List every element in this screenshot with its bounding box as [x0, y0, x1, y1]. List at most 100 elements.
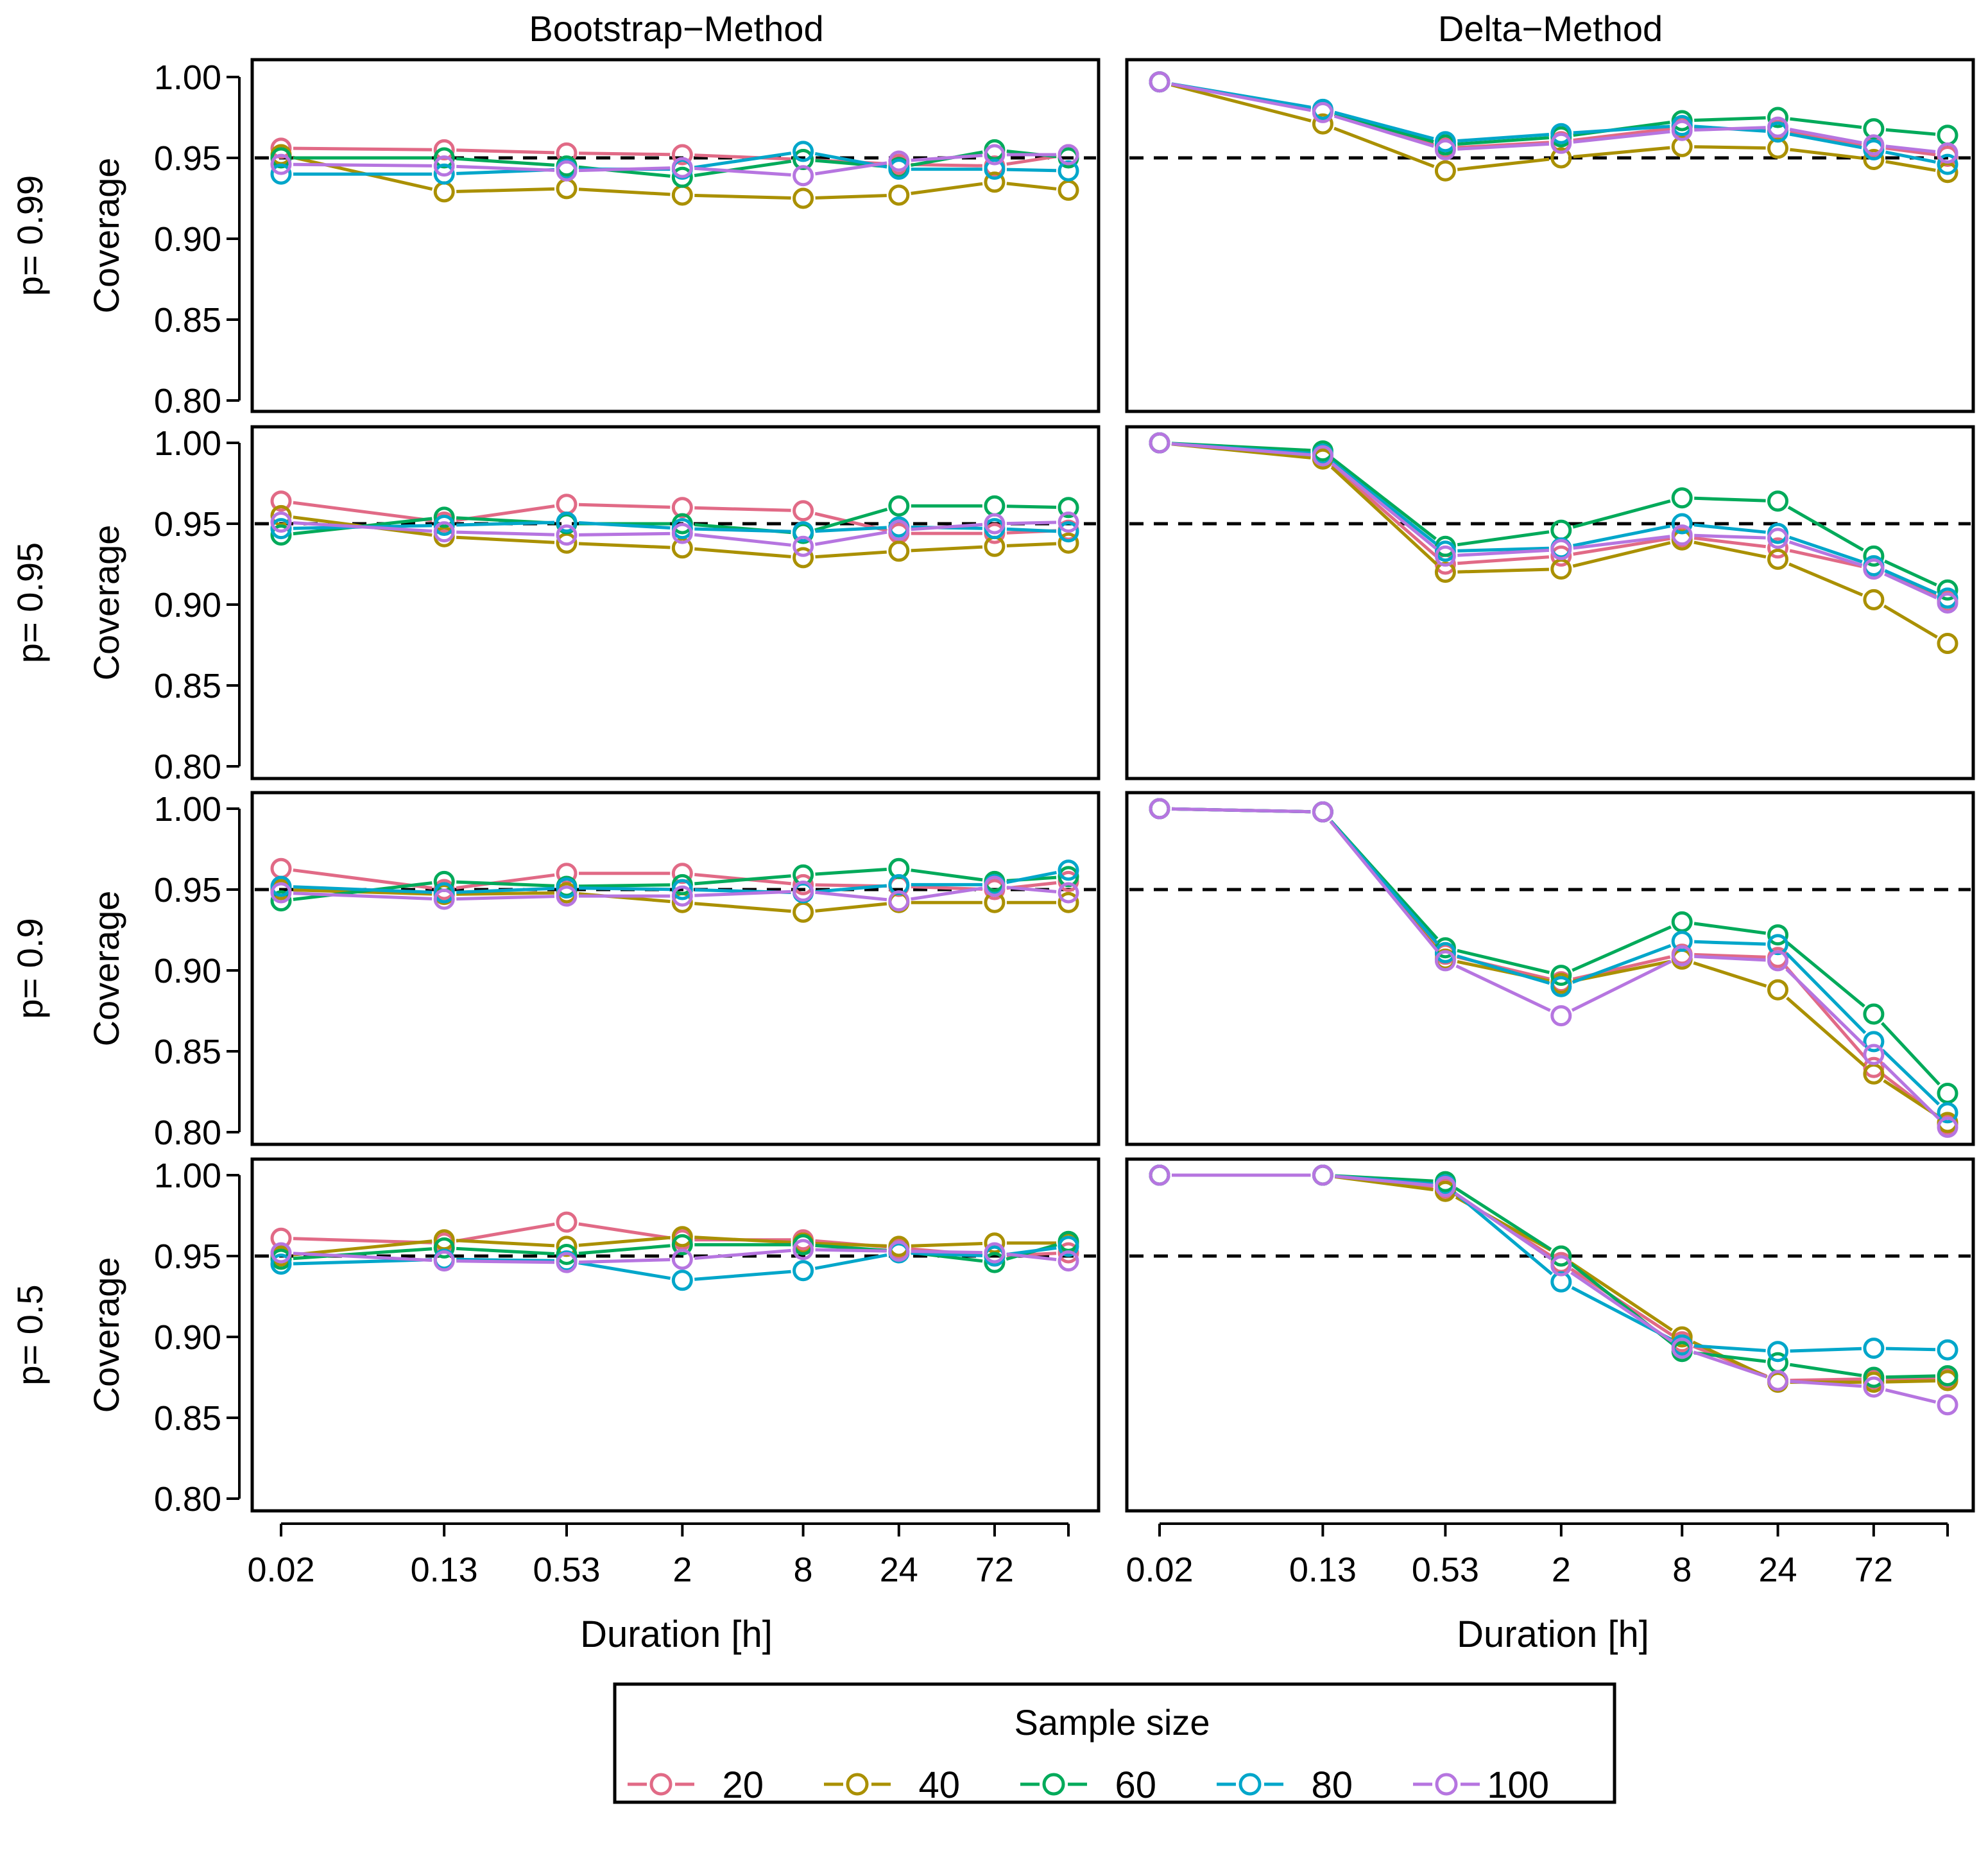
data-point-100 — [433, 155, 455, 177]
data-point-100 — [556, 885, 578, 907]
data-point-100 — [1863, 1044, 1885, 1065]
data-point-100 — [1767, 116, 1788, 138]
data-point-60 — [270, 524, 292, 546]
y-tick-label: 1.00 — [154, 1157, 221, 1195]
x-axes: 0.02 0.13 0.53 2 8 24 72 0.02 0.13 0.53 2 8 24 72 — [247, 1522, 1949, 1589]
panel-delta-p0.9 — [1125, 791, 1975, 1146]
data-point-60 — [270, 147, 292, 169]
data-point-80 — [1058, 521, 1079, 543]
data-point-100 — [793, 165, 814, 187]
data-point-60 — [1550, 519, 1572, 541]
series-60 — [1149, 798, 1958, 1104]
panel-frame — [1125, 1157, 1975, 1513]
data-point-40 — [556, 178, 578, 200]
data-point-80 — [556, 512, 578, 533]
series-100 — [1149, 432, 1958, 614]
data-point-80 — [270, 875, 292, 897]
data-point-100 — [888, 519, 910, 541]
data-point-60 — [1937, 1365, 1958, 1386]
panel-bootstrap-p0.95: 0.80 0.85 0.90 0.95 1.00 Coverage p= 0.95 — [10, 424, 1101, 786]
data-point-60 — [888, 495, 910, 517]
data-point-80 — [1550, 123, 1572, 144]
data-point-100 — [1550, 1005, 1572, 1027]
panel-delta-p0.95 — [1125, 425, 1975, 780]
legend-item-80: 80 — [1217, 1764, 1353, 1806]
y-tick-label: 1.00 — [154, 790, 221, 829]
legend-marker — [1435, 1773, 1458, 1796]
x-axis-label-delta: Duration [h] — [1457, 1614, 1649, 1655]
data-point-100 — [1937, 142, 1958, 164]
data-point-20 — [556, 1211, 578, 1233]
y-tick-label: 0.90 — [154, 1318, 221, 1357]
data-point-40 — [433, 181, 455, 203]
y-tick-label: 1.00 — [154, 58, 221, 97]
data-point-60 — [671, 166, 693, 188]
data-point-100 — [1550, 132, 1572, 154]
data-point-100 — [1058, 1250, 1079, 1272]
data-point-20 — [671, 144, 693, 166]
y-axis-label: Coverage — [86, 525, 126, 681]
data-point-40 — [793, 901, 814, 923]
panel-frame — [250, 791, 1101, 1146]
data-point-40 — [1863, 149, 1885, 170]
data-point-40 — [1434, 562, 1456, 583]
data-point-40 — [1550, 147, 1572, 169]
data-point-80 — [1863, 1338, 1885, 1359]
data-point-100 — [1671, 1338, 1693, 1359]
data-point-80 — [984, 159, 1006, 180]
data-point-40 — [671, 184, 693, 206]
data-point-100 — [1863, 1376, 1885, 1398]
data-point-40 — [1671, 1326, 1693, 1348]
panel-frame — [1125, 791, 1975, 1146]
series-100 — [270, 512, 1079, 557]
series-100 — [270, 1239, 1079, 1273]
data-point-60 — [984, 1252, 1006, 1273]
data-point-40 — [1767, 979, 1788, 1001]
data-point-40 — [1058, 179, 1079, 201]
y-tick-label: 1.00 — [154, 424, 221, 463]
series-line-20 — [293, 501, 1057, 535]
data-point-100 — [1058, 144, 1079, 166]
data-point-40 — [1058, 891, 1079, 913]
series-line-20 — [1171, 807, 1939, 1118]
series-line-100 — [1171, 807, 1941, 1120]
data-point-100 — [984, 513, 1006, 535]
data-point-60 — [1863, 1366, 1885, 1388]
data-point-100 — [433, 888, 455, 910]
data-point-100 — [433, 1250, 455, 1272]
data-point-60 — [1863, 118, 1885, 140]
data-point-100 — [1767, 1370, 1788, 1391]
y-tick-label: 0.90 — [154, 220, 221, 259]
data-point-40 — [1550, 558, 1572, 580]
data-point-20 — [556, 494, 578, 515]
data-point-80 — [1434, 131, 1456, 153]
data-point-20 — [270, 857, 292, 879]
x-tick-label: 2 — [1552, 1551, 1571, 1589]
data-point-100 — [556, 524, 578, 546]
data-point-60 — [984, 495, 1006, 517]
data-point-80 — [1937, 1102, 1958, 1124]
series-line-60 — [293, 1243, 1058, 1263]
data-point-80 — [270, 1253, 292, 1275]
data-point-20 — [671, 497, 693, 519]
legend-marker — [846, 1773, 869, 1796]
data-point-60 — [1767, 924, 1788, 946]
data-point-20 — [793, 874, 814, 895]
legend-title: Sample size — [1014, 1702, 1210, 1743]
data-point-100 — [1550, 1255, 1572, 1277]
data-point-60 — [1058, 866, 1079, 888]
series-line-100 — [293, 153, 1056, 176]
row-title-p: p= 0.95 — [10, 542, 50, 663]
x-tick-label: 0.53 — [1412, 1551, 1479, 1589]
data-point-60 — [1863, 545, 1885, 567]
data-point-80 — [270, 518, 292, 540]
data-point-100 — [1767, 950, 1788, 972]
series-line-40 — [1170, 83, 1936, 172]
data-point-100 — [1863, 558, 1885, 580]
x-tick-label: 0.02 — [1126, 1551, 1193, 1589]
data-point-20 — [671, 863, 693, 884]
column-title-delta: Delta−Method — [1438, 8, 1663, 49]
y-tick-label: 0.95 — [154, 1237, 221, 1276]
y-tick-label: 0.95 — [154, 871, 221, 909]
